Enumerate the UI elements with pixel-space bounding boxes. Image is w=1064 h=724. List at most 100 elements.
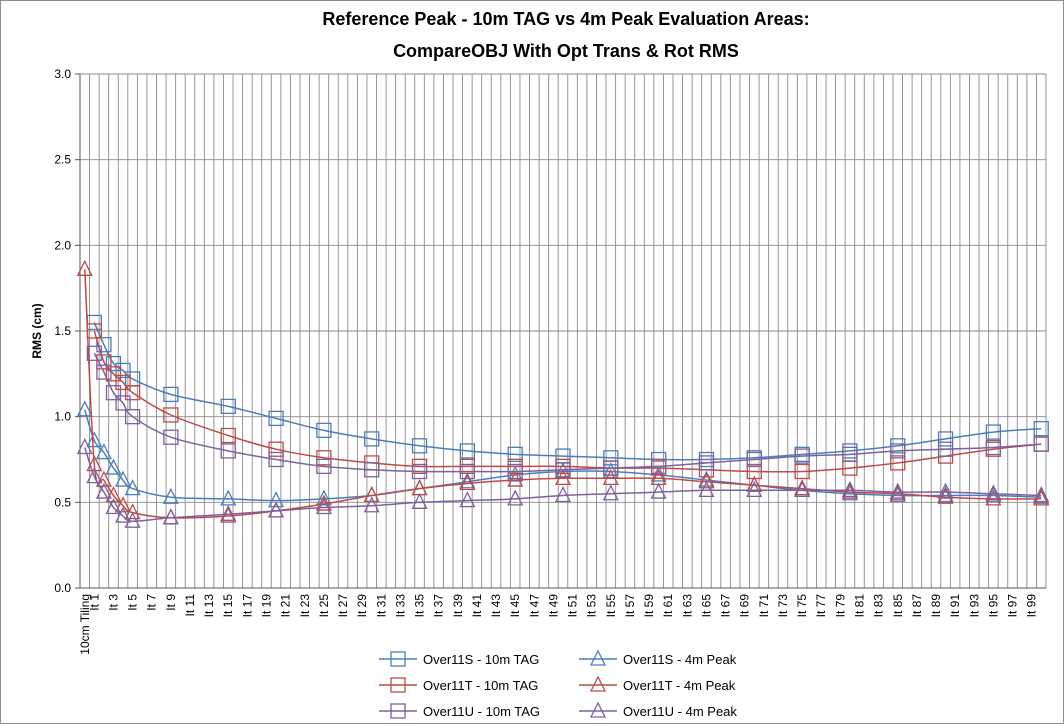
data-point-marker xyxy=(459,472,476,489)
chart-title-line-2: CompareOBJ With Opt Trans & Rot RMS xyxy=(393,41,739,61)
x-tick-label: It 27 xyxy=(336,594,350,618)
x-tick-label: It 45 xyxy=(508,594,522,618)
data-point-marker xyxy=(105,498,122,515)
data-point-marker xyxy=(76,438,93,455)
x-tick-label: It 1 xyxy=(87,594,101,611)
chart-title-line-1: Reference Peak - 10m TAG vs 4m Peak Eval… xyxy=(322,9,809,29)
x-tick-label: It 9 xyxy=(164,594,178,611)
data-point-marker xyxy=(555,462,571,478)
data-point-marker xyxy=(363,486,380,503)
data-point-marker xyxy=(650,482,667,499)
data-point-marker xyxy=(86,431,103,448)
data-point-marker xyxy=(842,446,858,463)
legend-label: Over11T - 10m TAG xyxy=(423,678,538,693)
data-point-marker xyxy=(554,486,572,503)
data-point-marker xyxy=(794,463,810,480)
y-axis-title: RMS (cm) xyxy=(30,303,44,358)
data-point-marker xyxy=(794,480,811,497)
x-tick-label: It 35 xyxy=(413,594,427,618)
data-point-marker xyxy=(363,496,380,513)
data-point-marker xyxy=(268,501,285,518)
data-point-marker xyxy=(163,386,179,403)
data-point-marker xyxy=(411,492,428,509)
data-point-marker xyxy=(794,448,810,464)
x-tick-label: It 11 xyxy=(183,594,197,617)
data-point-marker xyxy=(315,498,332,515)
y-tick-label: 2.0 xyxy=(54,238,71,252)
x-tick-label: It 25 xyxy=(317,594,331,618)
data-point-marker xyxy=(602,462,619,479)
legend-marker xyxy=(589,649,607,666)
x-tick-label: It 59 xyxy=(642,594,656,618)
data-point-marker xyxy=(115,395,131,411)
data-point-marker xyxy=(411,438,428,454)
legend-item: Over11S - 10m TAG xyxy=(379,651,539,667)
x-tick-label: It 21 xyxy=(279,594,293,618)
data-point-marker xyxy=(603,460,619,476)
data-point-marker xyxy=(841,480,858,497)
series-line xyxy=(84,409,1042,502)
x-tick-label: It 49 xyxy=(546,594,560,618)
legend-marker xyxy=(390,703,406,719)
data-point-marker xyxy=(316,458,332,475)
data-point-marker xyxy=(96,337,112,353)
data-point-marker xyxy=(507,489,524,506)
data-point-marker xyxy=(124,409,141,425)
data-point-marker xyxy=(95,443,112,460)
legend-marker xyxy=(589,701,607,718)
data-point-marker xyxy=(890,455,906,471)
data-point-marker xyxy=(746,475,763,492)
data-point-marker xyxy=(114,496,132,513)
x-tick-label: It 41 xyxy=(470,594,484,618)
data-point-marker xyxy=(937,482,954,499)
x-tick-label: It 13 xyxy=(202,594,216,618)
data-point-marker xyxy=(86,455,103,472)
data-point-marker xyxy=(698,455,715,471)
data-point-marker xyxy=(315,489,332,506)
data-point-marker xyxy=(105,366,122,382)
legend-item: Over11U - 4m Peak xyxy=(579,701,737,719)
legend-label: Over11U - 4m Peak xyxy=(623,704,737,719)
x-tick-label: 10cm Tiling xyxy=(78,594,92,655)
x-tick-label: It 69 xyxy=(738,594,752,618)
y-tick-label: 1.5 xyxy=(54,324,71,338)
x-tick-label: It 7 xyxy=(145,594,159,611)
legend-label: Over11S - 10m TAG xyxy=(423,652,539,667)
data-point-marker xyxy=(162,487,179,504)
x-tick-label: It 65 xyxy=(699,594,713,618)
data-point-marker xyxy=(1033,487,1050,504)
series-layer xyxy=(76,259,1050,528)
series-line xyxy=(93,352,1042,473)
y-tick-label: 3.0 xyxy=(54,67,71,81)
x-tick-label: It 53 xyxy=(585,594,599,618)
data-point-marker xyxy=(124,503,141,520)
legend-item: Over11T - 4m Peak xyxy=(579,675,736,693)
grid-layer xyxy=(80,73,1047,589)
x-tick-label: It 99 xyxy=(1025,594,1039,618)
data-point-marker xyxy=(1033,421,1049,437)
x-tick-label: It 77 xyxy=(814,594,828,618)
series-over11u-10m-tag xyxy=(86,345,1049,480)
data-point-marker xyxy=(364,431,380,447)
data-point-marker xyxy=(650,458,667,475)
x-tick-label: It 91 xyxy=(948,594,962,618)
data-point-marker xyxy=(459,443,476,459)
data-point-marker xyxy=(889,482,906,499)
legend-marker xyxy=(390,677,406,693)
data-point-marker xyxy=(937,486,954,503)
data-point-marker xyxy=(746,480,763,497)
x-tick-label: It 3 xyxy=(106,594,120,611)
data-point-marker xyxy=(316,422,332,439)
data-point-marker xyxy=(96,354,112,370)
x-tick-label: It 83 xyxy=(872,594,886,618)
data-point-marker xyxy=(985,484,1002,501)
x-tick-label: It 63 xyxy=(680,594,694,618)
data-point-marker xyxy=(459,463,476,480)
data-point-marker xyxy=(105,486,122,503)
x-tick-label: It 61 xyxy=(661,594,675,618)
x-tick-label: It 39 xyxy=(451,594,465,618)
series-line xyxy=(84,269,1042,519)
data-point-marker xyxy=(163,429,179,445)
x-tick-label: It 5 xyxy=(126,594,140,611)
